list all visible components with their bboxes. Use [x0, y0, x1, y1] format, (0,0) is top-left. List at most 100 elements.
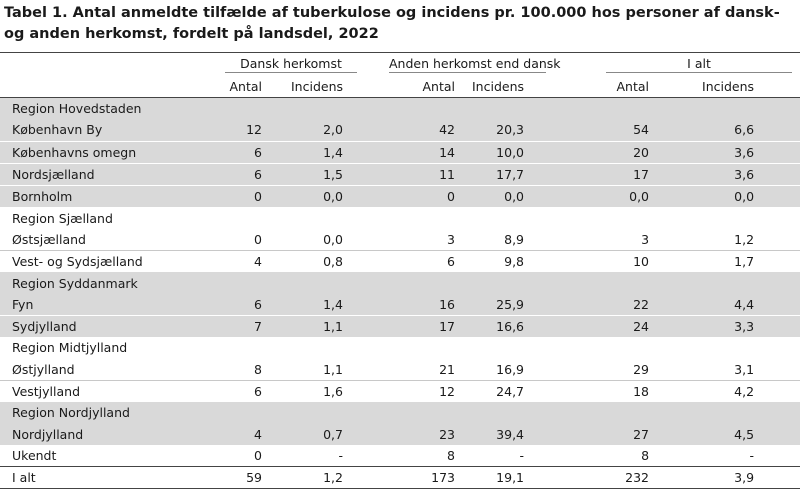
cell-value: 24,7: [496, 384, 525, 399]
cell-value: 18: [633, 384, 650, 399]
row-label: Østsjælland: [0, 228, 197, 252]
group-header-dansk: Dansk herkomst: [197, 52, 379, 75]
cell-value: 19,1: [459, 466, 573, 489]
cell-value: 4: [254, 254, 262, 270]
table-row-ukendt: Ukendt 0 - 8 - 8 -: [0, 445, 800, 467]
row-label: Ukendt: [12, 447, 57, 463]
region-name: Region Syddanmark: [0, 272, 800, 294]
cell-value: 25,9: [459, 293, 573, 316]
row-label: Vest- og Sydsjælland: [12, 254, 143, 270]
cell-value: 4,4: [658, 293, 800, 316]
cell-value: 6: [197, 293, 262, 316]
cell-value: 1,5: [262, 163, 379, 187]
cell-value: 1,1: [262, 315, 379, 338]
group-header-i-alt: I alt: [572, 52, 800, 75]
cell-value: 22: [572, 293, 659, 316]
cell-value: 232: [572, 466, 659, 489]
cell-value: 3: [379, 228, 459, 252]
header-corner: [0, 52, 197, 75]
table-row: Nordjylland 4 0,7 23 39,4 27 4,5: [0, 423, 800, 445]
cell-value: 0,0: [459, 185, 573, 208]
row-label: Fyn: [0, 293, 197, 316]
cell-value: 3,9: [658, 466, 800, 489]
region-row: Region Hovedstaden: [0, 97, 800, 120]
cell-value: 1,1: [262, 358, 379, 381]
cell-value: 8: [447, 447, 455, 463]
cell-value: 0,0: [262, 185, 379, 208]
subheader-corner: [0, 75, 197, 98]
table-row: Østsjælland 0 0,0 3 8,9 3 1,2: [0, 228, 800, 252]
cell-value: 20,3: [459, 119, 573, 142]
cell-value: 3,1: [658, 358, 800, 381]
row-label: Vestjylland: [12, 384, 81, 399]
cell-value: 8: [641, 447, 650, 463]
cell-value: 12: [439, 384, 455, 399]
cell-value: 1,6: [323, 384, 343, 399]
cell-value: 1,2: [262, 466, 379, 489]
subheader-incidens: Incidens: [658, 75, 800, 98]
cell-value: 1,4: [262, 293, 379, 316]
cell-value: 0,7: [262, 423, 379, 445]
cell-value: 0: [379, 185, 459, 208]
cell-value: 29: [572, 358, 659, 381]
row-label: Bornholm: [0, 185, 197, 208]
cell-value: 39,4: [459, 423, 573, 445]
cell-value: 10,0: [459, 141, 573, 164]
subheader-antal: Antal: [379, 75, 459, 98]
cell-value: -: [519, 447, 525, 463]
subheader-antal: Antal: [197, 75, 262, 98]
cell-value: 0,0: [658, 185, 800, 208]
row-label: København By: [0, 119, 197, 142]
region-name: Region Midtjylland: [12, 340, 128, 356]
table-row: Københavns omegn 6 1,4 14 10,0 20 3,6: [0, 141, 800, 164]
cell-value: 16,6: [459, 315, 573, 338]
cell-value: 0: [197, 228, 262, 252]
region-row: Region Syddanmark: [0, 272, 800, 294]
cell-value: 54: [572, 119, 659, 142]
region-name: Region Sjælland: [12, 210, 113, 226]
cell-value: 42: [379, 119, 459, 142]
cell-value: 23: [379, 423, 459, 445]
table-row: København By 12 2,0 42 20,3 54 6,6: [0, 119, 800, 142]
cell-value: 1,2: [658, 228, 800, 252]
cell-value: 1,7: [734, 254, 755, 270]
cell-value: 4,2: [734, 384, 755, 399]
table-row: Sydjylland 7 1,1 17 16,6 24 3,3: [0, 315, 800, 338]
cell-value: 9,8: [504, 254, 525, 270]
cell-value: -: [749, 447, 755, 463]
table-title: Tabel 1. Antal anmeldte tilfælde af tube…: [4, 5, 780, 42]
cell-value: 8: [197, 358, 262, 381]
row-label: Nordsjælland: [0, 163, 197, 187]
row-label: Københavns omegn: [0, 141, 197, 164]
subheader-antal: Antal: [572, 75, 659, 98]
table-row: Fyn 6 1,4 16 25,9 22 4,4: [0, 293, 800, 316]
row-label: Sydjylland: [0, 315, 197, 338]
cell-value: 10: [633, 254, 650, 270]
cell-value: 6,6: [658, 119, 800, 142]
cell-value: 21: [379, 358, 459, 381]
row-label: Østjylland: [0, 358, 197, 381]
cell-value: 16,9: [459, 358, 573, 381]
region-name: Region Nordjylland: [0, 402, 800, 424]
cell-value: 0,8: [323, 254, 343, 270]
cell-value: 59: [197, 466, 262, 489]
cell-value: 0,0: [262, 228, 379, 252]
table-row: Nordsjælland 6 1,5 11 17,7 17 3,6: [0, 163, 800, 187]
cell-value: 0: [254, 447, 262, 463]
cell-value: 2,0: [262, 119, 379, 142]
table-body: Region Hovedstaden København By 12 2,0 4…: [0, 97, 800, 489]
cell-value: 7: [197, 315, 262, 338]
group-header-anden: Anden herkomst end dansk: [379, 52, 573, 75]
cell-value: 17: [379, 315, 459, 338]
tuberculosis-table: Dansk herkomst Anden herkomst end dansk …: [0, 52, 800, 489]
cell-value: 3,6: [658, 141, 800, 164]
cell-value: 16: [379, 293, 459, 316]
cell-value: 8,9: [459, 228, 573, 252]
cell-value: 11: [379, 163, 459, 187]
cell-value: 1,4: [262, 141, 379, 164]
region-row: Region Midtjylland: [0, 337, 800, 358]
cell-value: 6: [197, 163, 262, 187]
region-name: Region Hovedstaden: [0, 97, 800, 120]
cell-value: 17: [572, 163, 659, 187]
cell-value: 3,6: [658, 163, 800, 187]
